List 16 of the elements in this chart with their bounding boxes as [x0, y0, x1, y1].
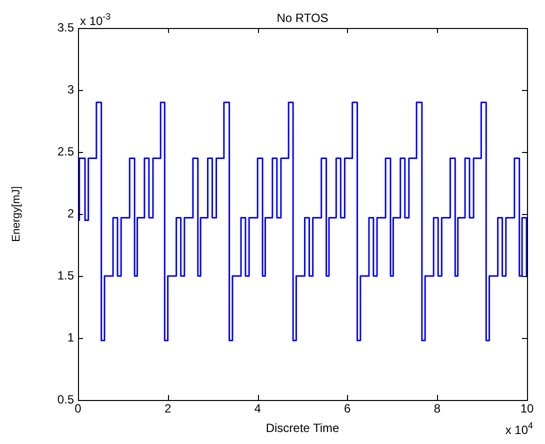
y-tick-label: 1.5 [57, 268, 74, 282]
x-tick-label: 10 [520, 402, 534, 416]
y-tick-label: 0.5 [57, 392, 74, 406]
y-tick-label: 2.5 [57, 144, 74, 158]
chart-title: No RTOS [276, 11, 328, 25]
y-tick-label: 1 [67, 330, 74, 344]
x-tick-label: 0 [74, 402, 82, 416]
x-tick-label: 4 [254, 402, 262, 416]
y-tick-label: 3 [67, 82, 74, 96]
y-tick-label: 2 [67, 206, 74, 220]
y-tick-label: 3.5 [57, 20, 74, 34]
y-axis-title: Energy[mJ] [10, 186, 23, 242]
x-tick-label: 8 [434, 402, 441, 416]
x-tick-label: 6 [344, 402, 352, 416]
x-tick-label: 2 [164, 402, 172, 416]
x-axis-title: Discrete Time [266, 421, 340, 436]
